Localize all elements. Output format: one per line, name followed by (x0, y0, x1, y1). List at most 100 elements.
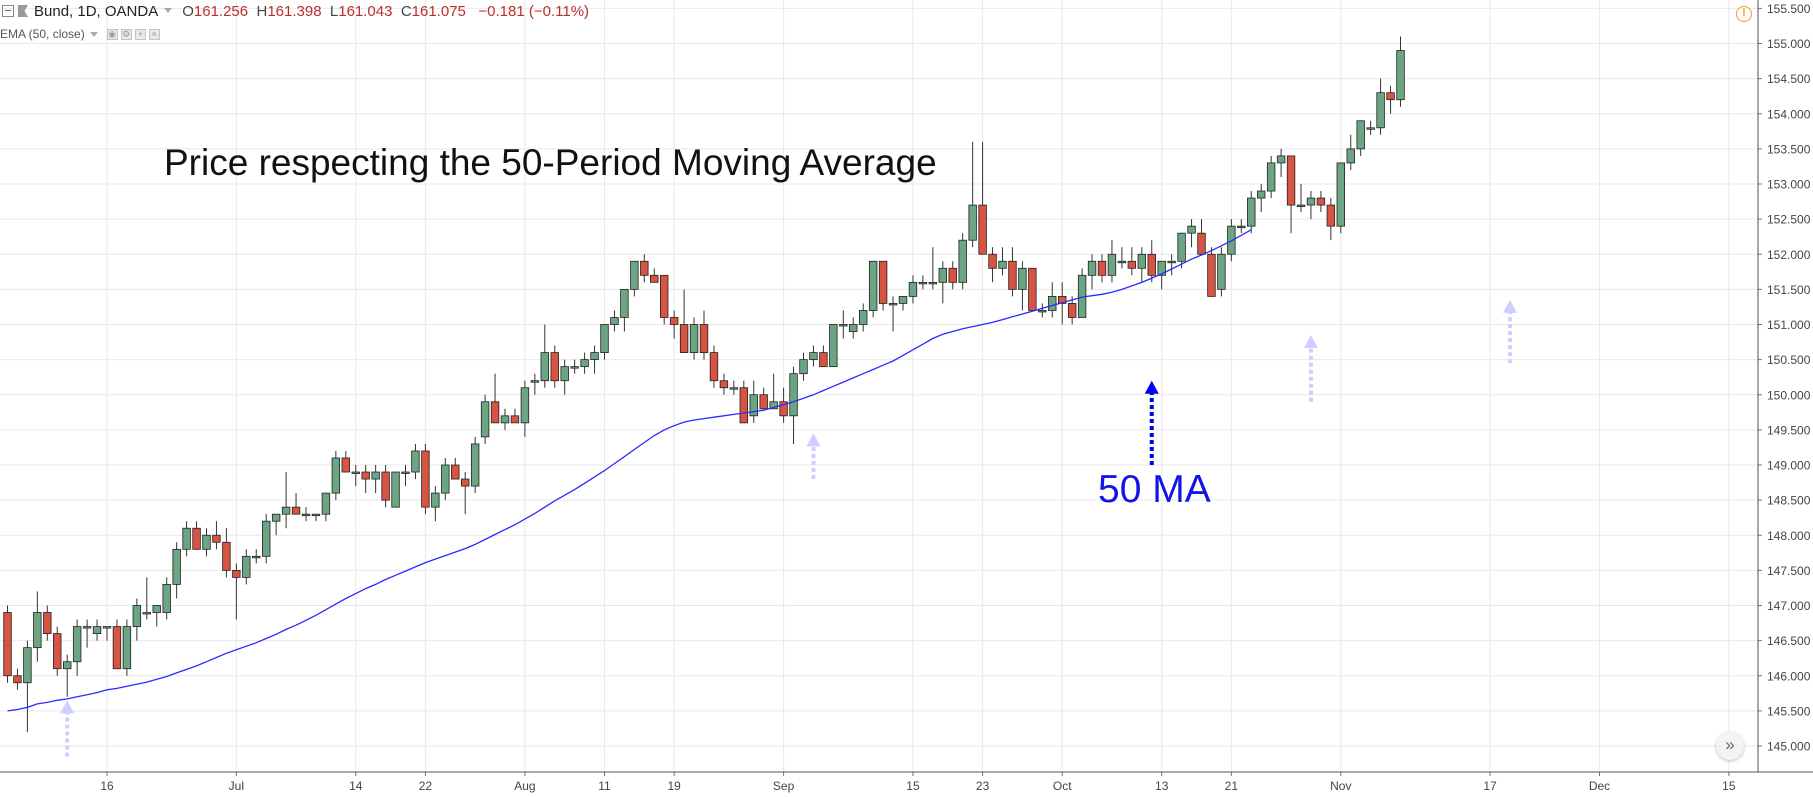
candle (1306, 191, 1316, 220)
visibility-icon[interactable]: ◉ (106, 28, 118, 40)
collapse-icon[interactable] (2, 5, 14, 17)
arrows (60, 299, 1517, 757)
candle-body (998, 260, 1007, 269)
candle-body (978, 204, 987, 255)
symbol-title[interactable]: Bund, 1D, OANDA (34, 2, 159, 20)
candle (480, 394, 490, 444)
y-tick-label: 155.500 (1767, 2, 1811, 16)
candle-body (1157, 260, 1166, 276)
candle (878, 260, 888, 311)
change-value: −0.181 (−0.11%) (478, 2, 590, 20)
alert-circle-icon[interactable]: ! (1736, 6, 1752, 22)
candle-body (331, 457, 341, 494)
indicator-label[interactable]: EMA (50, close) (0, 27, 85, 41)
candle-body (1247, 197, 1256, 227)
candle (1237, 219, 1246, 234)
candle (391, 471, 400, 508)
candle-body (938, 267, 947, 283)
candle (669, 310, 679, 339)
candle (242, 549, 251, 585)
candle (1067, 296, 1077, 325)
candle-body (689, 324, 699, 354)
candle-body (1137, 253, 1146, 269)
candle (53, 626, 62, 676)
candle (888, 296, 898, 332)
candle-body (1177, 232, 1186, 262)
more-icon[interactable]: + (134, 28, 146, 40)
candle-body (182, 527, 191, 550)
candle (1048, 282, 1057, 318)
y-tick-label: 151.000 (1767, 318, 1811, 332)
candle-body (510, 415, 520, 424)
candle (321, 492, 331, 522)
candle (1147, 240, 1156, 283)
candle (441, 457, 450, 501)
candle (1077, 268, 1087, 318)
x-tick-label: Dec (1589, 779, 1610, 793)
candle (1376, 78, 1385, 135)
arrow-head (1303, 335, 1318, 349)
arrow-head (1144, 380, 1159, 394)
candle-body (620, 288, 629, 318)
candle (600, 324, 609, 360)
candle-body (640, 260, 649, 276)
candle-body (1276, 155, 1286, 164)
settings-icon[interactable]: ⚙ (120, 28, 132, 40)
candle (341, 450, 350, 473)
x-tick-label: Jul (229, 779, 244, 793)
candle-body (142, 612, 151, 615)
candle (371, 465, 380, 494)
chevron-down-icon[interactable] (164, 7, 173, 13)
candle-body (371, 471, 380, 480)
candle (33, 591, 42, 662)
candle (1127, 247, 1137, 276)
candle-body (421, 450, 430, 508)
candle-body (490, 401, 500, 424)
candle (490, 373, 500, 424)
candle (1217, 247, 1226, 297)
flag-icon[interactable] (18, 5, 28, 17)
candle (650, 268, 659, 283)
candle (3, 605, 12, 683)
candle (958, 233, 967, 290)
candle-body (749, 394, 758, 417)
candle-body (1286, 155, 1296, 206)
candle (1366, 120, 1375, 135)
candle (679, 289, 689, 354)
y-tick-label: 153.000 (1767, 178, 1811, 192)
candle-body (1058, 295, 1067, 304)
candle-body (630, 260, 639, 290)
candle-body (1028, 267, 1037, 311)
close-icon[interactable]: × (148, 28, 160, 40)
candle-body (1306, 197, 1316, 206)
candle (769, 373, 778, 410)
candle (172, 542, 181, 599)
candle (1087, 254, 1097, 290)
y-tick-label: 148.500 (1767, 494, 1811, 508)
candle (630, 260, 639, 297)
candle (331, 450, 341, 501)
low-value: 161.043 (338, 2, 393, 20)
candle (13, 668, 22, 690)
candle (1038, 303, 1047, 318)
y-tick-label: 145.500 (1767, 704, 1811, 718)
x-tick-label: 15 (1722, 779, 1736, 793)
candle-body (1167, 260, 1176, 264)
candle (212, 521, 221, 550)
candle (709, 345, 719, 388)
ema-touch-arrow (806, 433, 821, 480)
x-tick-label: 22 (419, 779, 433, 793)
x-tick-label: 19 (667, 779, 681, 793)
candle-body (1376, 92, 1385, 129)
high-label: H (256, 2, 268, 20)
double-chevron-right-icon[interactable]: » (1716, 732, 1744, 760)
candle (1117, 247, 1127, 269)
y-tick-label: 152.500 (1767, 213, 1811, 227)
chevron-down-icon[interactable] (89, 31, 98, 37)
candle (978, 141, 987, 255)
candle-body (351, 471, 360, 474)
candle-body (232, 569, 241, 578)
ema-touch-arrow (1303, 335, 1318, 402)
candle (112, 619, 122, 670)
